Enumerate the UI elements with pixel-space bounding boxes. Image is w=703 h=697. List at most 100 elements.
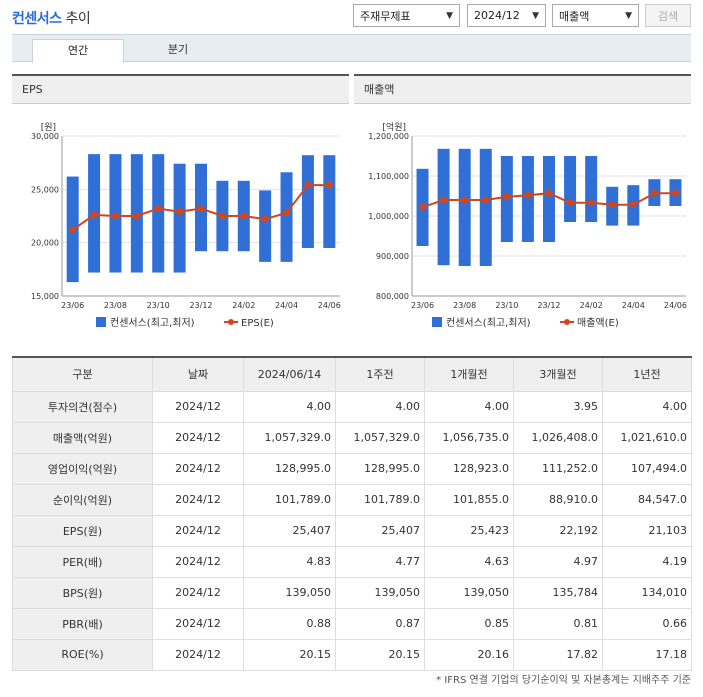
- table-cell: 88,910.0: [513, 483, 603, 516]
- table-cell: 4.83: [243, 545, 336, 578]
- chevron-down-icon: ▼: [446, 10, 453, 21]
- y-tick-label: 1,100,000: [368, 172, 409, 181]
- x-tick-label: 23/06: [411, 301, 434, 310]
- col-header: 날짜: [152, 356, 244, 392]
- table-cell: 25,407: [335, 514, 425, 547]
- table-cell: 2024/12: [152, 514, 244, 547]
- x-tick-label: 23/10: [147, 301, 170, 310]
- table-cell: 21,103: [602, 514, 692, 547]
- period-select[interactable]: 2024/12 ▼: [467, 4, 546, 27]
- estimate-point: [566, 199, 574, 207]
- consensus-bar: [479, 148, 492, 266]
- estimate-point: [482, 196, 490, 204]
- table-cell: 2024/12: [152, 421, 244, 454]
- consensus-bar: [280, 172, 293, 262]
- table-cell: 101,789.0: [335, 483, 425, 516]
- table-cell: 20.16: [424, 638, 514, 671]
- estimate-point: [240, 212, 248, 220]
- estimate-point: [545, 189, 553, 197]
- table-row: 순이익(억원) 2024/12 101,789.0 101,789.0 101,855.…: [12, 483, 692, 516]
- table-cell: 135,784: [513, 576, 603, 609]
- legend-bar-swatch: [96, 317, 106, 327]
- row-label: 영업이익(억원): [12, 452, 153, 485]
- table-cell: 139,050: [335, 576, 425, 609]
- estimate-point: [461, 196, 469, 204]
- estimate-point: [325, 181, 333, 189]
- legend-bar-swatch: [432, 317, 442, 327]
- table-cell: 2024/12: [152, 638, 244, 671]
- table-cell: 2024/12: [152, 607, 244, 640]
- table-cell: 128,995.0: [335, 452, 425, 485]
- table-cell: 1,057,329.0: [335, 421, 425, 454]
- estimate-point: [154, 205, 162, 213]
- row-label: 매출액(억원): [12, 421, 153, 454]
- search-button[interactable]: 검색: [645, 4, 691, 27]
- table-cell: 20.15: [243, 638, 336, 671]
- sales-chart-panel: 매출액 [억원] 1,200,000 1,100,000 1,000,000 900,0…: [354, 74, 691, 340]
- x-tick-label: 23/10: [495, 301, 518, 310]
- table-cell: 4.00: [335, 390, 425, 423]
- table-cell: 2024/12: [152, 545, 244, 578]
- consensus-table-wrap: 구분 날짜 2024/06/14 1주전 1개월전 3개월전 1년전 투자의견(…: [12, 356, 692, 671]
- table-cell: 4.97: [513, 545, 603, 578]
- table-cell: 4.00: [243, 390, 336, 423]
- x-tick-label: 24/04: [275, 301, 298, 310]
- row-label: EPS(원): [12, 514, 153, 547]
- table-cell: 25,407: [243, 514, 336, 547]
- eps-chart-panel: EPS [원] 30,000 25,000 20,000 15,000 23/06 23/0…: [12, 74, 349, 340]
- legend-bar-label: 컨센서스(최고,최저): [446, 317, 531, 329]
- table-cell: 0.87: [335, 607, 425, 640]
- table-row: 매출액(억원) 2024/12 1,057,329.0 1,057,329.0 1,05…: [12, 421, 692, 454]
- consensus-bar: [458, 148, 471, 266]
- table-cell: 2024/12: [152, 452, 244, 485]
- page-title-highlight: 컨센서스: [12, 11, 62, 27]
- period-tabs: 연간 분기: [12, 34, 691, 63]
- category-select[interactable]: 주재무제표 ▼: [353, 4, 460, 27]
- legend-bar-label: 컨센서스(최고,최저): [110, 317, 195, 329]
- metric-select[interactable]: 매출액 ▼: [552, 4, 639, 27]
- table-cell: 0.88: [243, 607, 336, 640]
- page-title-rest: 추이: [65, 11, 91, 27]
- estimate-point: [503, 193, 511, 201]
- x-tick-label: 23/08: [453, 301, 476, 310]
- y-tick-label: 25,000: [31, 185, 59, 194]
- estimate-point: [304, 181, 312, 189]
- table-cell: 1,026,408.0: [513, 421, 603, 454]
- row-label: BPS(원): [12, 576, 153, 609]
- consensus-bar: [543, 156, 555, 242]
- table-cell: 0.81: [513, 607, 603, 640]
- y-tick-label: 900,000: [376, 252, 409, 261]
- sales-chart-title: 매출액: [354, 74, 691, 104]
- table-row: BPS(원) 2024/12 139,050 139,050 139,050 135,78…: [12, 576, 692, 609]
- x-tick-label: 23/08: [104, 301, 127, 310]
- table-cell: 128,995.0: [243, 452, 336, 485]
- table-header-row: 구분 날짜 2024/06/14 1주전 1개월전 3개월전 1년전: [12, 356, 692, 392]
- estimate-point: [587, 199, 595, 207]
- row-label: 순이익(억원): [12, 483, 153, 516]
- table-cell: 84,547.0: [602, 483, 692, 516]
- table-cell: 107,494.0: [602, 452, 692, 485]
- estimate-point: [629, 201, 637, 209]
- sales-chart: [억원]1,200,000 1,100,000 1,000,000 900,000 80…: [368, 121, 687, 329]
- table-cell: 17.18: [602, 638, 692, 671]
- tab-quarterly[interactable]: 분기: [167, 43, 189, 56]
- x-tick-label: 24/06: [664, 301, 687, 310]
- table-cell: 101,789.0: [243, 483, 336, 516]
- chevron-down-icon: ▼: [625, 10, 632, 21]
- estimate-point: [133, 212, 141, 220]
- legend-line-marker: [564, 319, 570, 325]
- table-cell: 111,252.0: [513, 452, 603, 485]
- col-header: 2024/06/14: [243, 356, 336, 392]
- tab-annual[interactable]: 연간: [32, 39, 124, 63]
- y-axis-unit: [억원]: [382, 121, 406, 133]
- x-tick-label: 24/06: [318, 301, 341, 310]
- table-cell: 2024/12: [152, 483, 244, 516]
- y-tick-label: 30,000: [31, 132, 59, 141]
- y-tick-label: 20,000: [31, 239, 59, 248]
- table-row: PBR(배) 2024/12 0.88 0.87 0.85 0.81 0.66: [12, 607, 692, 640]
- col-header: 1년전: [602, 356, 692, 392]
- estimate-point: [608, 201, 616, 209]
- consensus-bar: [259, 190, 272, 262]
- table-cell: 0.85: [424, 607, 514, 640]
